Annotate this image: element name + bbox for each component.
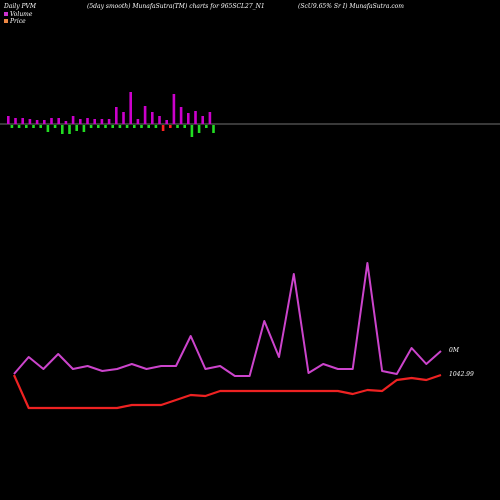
volume-bar <box>17 125 21 128</box>
volume-bar <box>71 116 75 124</box>
volume-bar <box>97 125 100 128</box>
volume-bar <box>68 125 71 134</box>
volume-bar <box>187 113 190 124</box>
header-left: Daily PVM <box>3 3 37 10</box>
header-right: (ScU9.65% Sr I) MunafaSutra.com <box>298 3 404 10</box>
volume-bar <box>89 125 93 128</box>
volume-bar <box>197 125 201 133</box>
volume-bar <box>115 107 118 124</box>
volume-bar <box>100 119 104 124</box>
volume-bar <box>10 125 14 128</box>
volume-bar <box>53 125 57 128</box>
legend-volume-label: Volume <box>10 11 33 18</box>
volume-bar <box>194 111 197 124</box>
volume-bar <box>25 125 28 128</box>
volume-value-label: 0M <box>449 347 460 354</box>
volume-bar <box>86 118 89 124</box>
volume-bar <box>183 125 186 128</box>
volume-bar <box>122 112 125 124</box>
volume-bar <box>143 106 147 124</box>
price-line <box>12 373 442 410</box>
volume-bar <box>136 119 140 124</box>
volume-bar <box>201 116 204 124</box>
volume-bar <box>154 125 158 128</box>
volume-bar <box>50 118 53 124</box>
volume-bar <box>82 125 86 132</box>
volume-bar <box>79 119 82 124</box>
legend-price-swatch <box>4 19 8 23</box>
volume-bar <box>158 116 161 124</box>
volume-line <box>13 262 442 377</box>
legend-price-label: Price <box>9 18 26 25</box>
header-center: (5day smooth) MunafaSutra(TM) charts for… <box>87 3 265 10</box>
volume-bar <box>176 125 179 128</box>
volume-bar <box>172 94 176 124</box>
volume-bar <box>179 107 183 124</box>
volume-bar <box>75 125 78 131</box>
volume-bar <box>93 119 96 124</box>
volume-bar <box>14 118 17 124</box>
volume-bar <box>107 119 111 124</box>
legend-volume-swatch <box>4 12 8 16</box>
volume-bar <box>169 125 172 128</box>
volume-bar <box>43 120 46 124</box>
volume-bar <box>61 125 64 134</box>
volume-bar <box>140 125 143 128</box>
volume-bar <box>161 125 165 131</box>
volume-bar <box>64 121 68 124</box>
volume-bar <box>147 125 150 128</box>
volume-bar <box>28 119 32 124</box>
volume-bar <box>151 112 154 124</box>
volume-bar <box>208 112 212 124</box>
volume-bar <box>104 125 107 128</box>
volume-bar <box>46 125 50 132</box>
volume-bar <box>212 125 215 133</box>
volume-bars <box>7 92 215 137</box>
volume-bar <box>118 125 122 128</box>
volume-bar <box>32 125 35 128</box>
volume-bar <box>111 125 114 128</box>
volume-bar <box>7 116 10 124</box>
volume-bar <box>35 120 39 124</box>
volume-bar <box>21 118 24 124</box>
price-volume-lines <box>12 262 442 410</box>
volume-bar <box>133 125 136 128</box>
price-value-label: 1042.99 <box>449 371 474 378</box>
volume-bar <box>190 125 194 137</box>
volume-bar <box>125 125 129 128</box>
volume-bar <box>39 125 42 128</box>
volume-bar <box>57 118 60 124</box>
volume-bar <box>165 120 168 124</box>
volume-bar <box>205 125 208 128</box>
volume-bar <box>129 92 132 124</box>
